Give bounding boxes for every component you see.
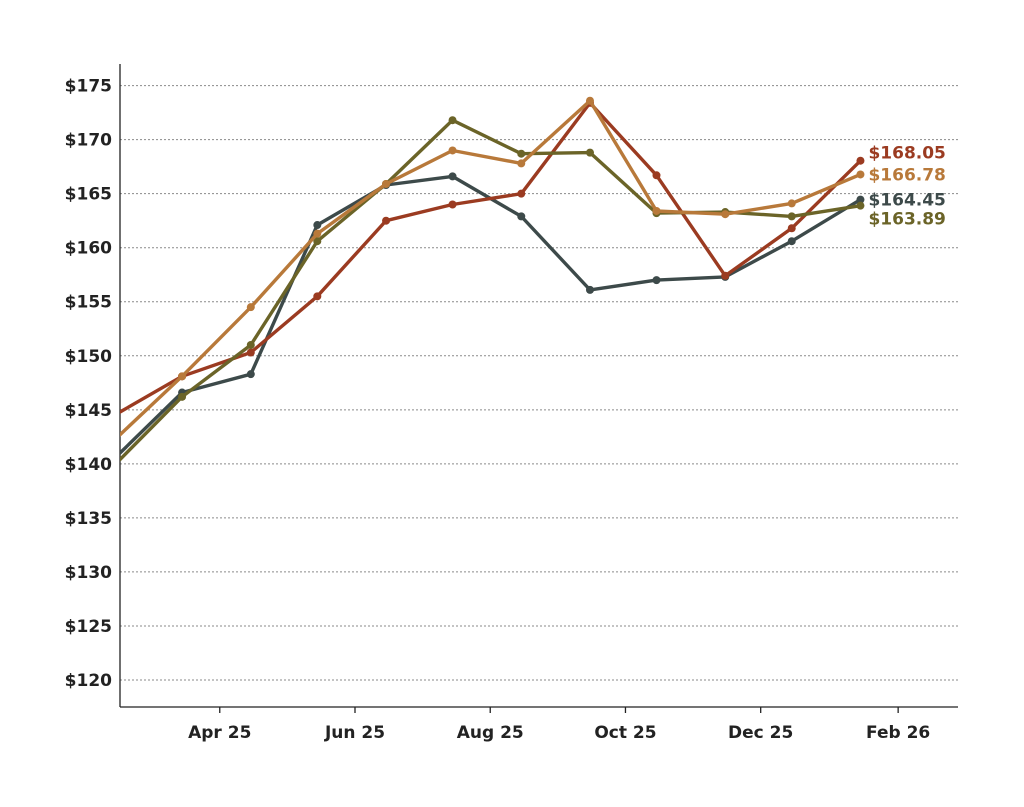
- series-line: [120, 101, 863, 414]
- y-tick-label: $145: [65, 401, 112, 421]
- y-tick-label: $165: [65, 185, 112, 205]
- end-value-label: $164.45: [868, 191, 945, 211]
- data-point: [787, 237, 796, 246]
- series-line: [120, 174, 863, 455]
- data-point: [313, 221, 322, 230]
- series-2: [120, 116, 865, 462]
- x-tick-label: Aug 25: [457, 723, 524, 743]
- data-point: [652, 206, 661, 215]
- data-point: [448, 146, 457, 155]
- data-point: [178, 392, 187, 401]
- data-point: [585, 96, 594, 105]
- end-value-label: $168.05: [868, 144, 945, 164]
- data-point: [787, 212, 796, 221]
- data-point: [246, 303, 255, 312]
- data-point: [856, 156, 865, 165]
- x-axis-tick-labels: Apr 25 Jun 25 Aug 25 Oct 25 Dec 25 Feb 26: [188, 723, 930, 743]
- data-point: [787, 224, 796, 233]
- data-point: [585, 148, 594, 157]
- data-point: [246, 340, 255, 349]
- y-tick-label: $175: [65, 77, 112, 97]
- gridlines: [120, 85, 958, 681]
- x-tick-label: Dec 25: [728, 723, 793, 743]
- data-point: [517, 212, 526, 221]
- data-point: [856, 201, 865, 210]
- data-point: [856, 170, 865, 179]
- data-point: [448, 116, 457, 125]
- axes: [119, 64, 958, 713]
- series-line: [120, 99, 863, 437]
- data-point: [448, 172, 457, 181]
- end-value-label: $166.78: [868, 165, 945, 185]
- x-tick-label: Jun 25: [324, 723, 385, 743]
- x-tick-label: Apr 25: [188, 723, 251, 743]
- x-tick-label: Oct 25: [594, 723, 656, 743]
- y-tick-label: $160: [65, 239, 112, 259]
- data-point: [652, 171, 661, 180]
- data-point: [517, 159, 526, 168]
- data-point: [856, 195, 865, 204]
- series-1: [120, 98, 865, 414]
- series-3: [120, 96, 865, 437]
- y-tick-label: $140: [65, 455, 112, 475]
- end-value-labels: $168.05$166.78 $164.45$163.89: [868, 144, 945, 230]
- data-point: [382, 179, 391, 188]
- data-point: [178, 372, 187, 381]
- data-point: [585, 285, 594, 294]
- y-axis-tick-labels: $120 $125 $130 $135 $140 $145 $150 $155 $160 $165…: [65, 77, 112, 691]
- series-line: [120, 118, 863, 462]
- data-point: [787, 199, 796, 208]
- data-point: [313, 292, 322, 301]
- data-point: [517, 189, 526, 198]
- data-point: [246, 370, 255, 379]
- y-tick-label: $135: [65, 509, 112, 529]
- y-tick-label: $150: [65, 347, 112, 367]
- x-tick-label: Feb 26: [866, 723, 930, 743]
- end-value-label: $163.89: [868, 210, 945, 230]
- data-point: [448, 200, 457, 209]
- data-point: [313, 229, 322, 238]
- data-point: [652, 276, 661, 285]
- y-tick-label: $155: [65, 293, 112, 313]
- y-tick-label: $120: [65, 671, 112, 691]
- data-point: [721, 271, 730, 280]
- y-tick-label: $170: [65, 131, 112, 151]
- data-point: [721, 210, 730, 219]
- y-tick-label: $125: [65, 617, 112, 637]
- data-point: [246, 348, 255, 357]
- data-point: [313, 237, 322, 246]
- y-tick-label: $130: [65, 563, 112, 583]
- data-point: [517, 149, 526, 158]
- data-point: [382, 216, 391, 225]
- series-lines: [120, 96, 865, 462]
